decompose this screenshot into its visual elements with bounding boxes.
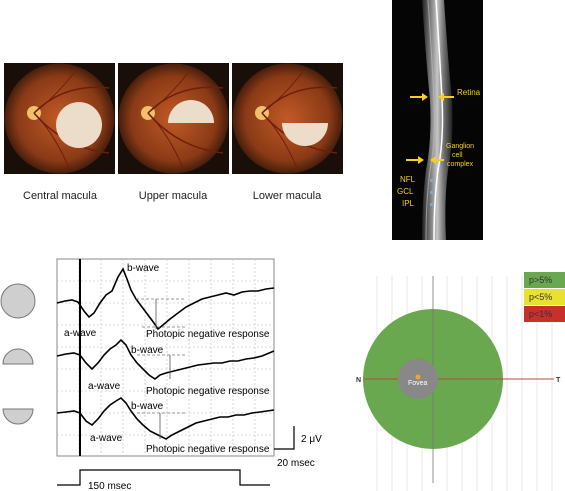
erg-trace-upper <box>56 338 275 380</box>
oct-ganglion-label-2: cell <box>452 152 463 159</box>
caption-central-macula: Central macula <box>23 190 97 202</box>
oct-gcl-label: GCL <box>397 187 414 196</box>
scale-voltage-label: 2 μV <box>301 434 322 445</box>
fundus-lower-macula <box>232 63 343 174</box>
pnr-label-1: Photopic negative response <box>146 329 270 340</box>
b-wave-label-1: b-wave <box>127 263 160 274</box>
map-n-label: N <box>356 377 361 384</box>
oct-ipl-label: IPL <box>402 199 415 208</box>
oct-retina-label: Retina <box>457 88 481 97</box>
visual-field-map: Fovea N T <box>356 276 561 491</box>
upper-stimulus-icon <box>2 348 34 365</box>
a-wave-label-3: a-wave <box>90 433 123 444</box>
b-wave-label-3: b-wave <box>131 401 164 412</box>
oct-ganglion-label-3: complex <box>447 161 474 168</box>
pnr-label-2: Photopic negative response <box>146 386 270 397</box>
oct-scan-image: Retina Ganglion cell complex NFL GCL IPL <box>392 0 483 240</box>
oct-nfl-label: NFL <box>400 175 416 184</box>
caption-upper-macula: Upper macula <box>138 190 208 202</box>
a-wave-label-1: a-wave <box>64 328 97 339</box>
erg-grid-frame <box>56 258 275 457</box>
erg-grid-lines <box>57 259 274 456</box>
fundus-upper-macula <box>118 63 229 174</box>
caption-lower-macula: Lower macula <box>252 190 322 202</box>
erg-panel: b-wave a-wave Photopic negative response… <box>0 258 322 491</box>
scale-bar <box>274 426 295 450</box>
legend-p-gt-5: p>5% <box>524 272 565 288</box>
legend-p-lt-1-label: p<1% <box>529 309 553 319</box>
scale-time-label: 20 msec <box>277 458 315 469</box>
map-t-label: T <box>556 377 561 384</box>
legend-p-lt-5: p<5% <box>524 289 565 305</box>
legend-p-lt-1: p<1% <box>524 306 565 322</box>
stimulus-timing-trace <box>57 469 270 486</box>
a-wave-label-2: a-wave <box>88 381 121 392</box>
fovea-label: Fovea <box>408 380 428 387</box>
fundus-central-macula <box>4 63 115 174</box>
legend-p-lt-5-label: p<5% <box>529 292 553 302</box>
erg-trace-lower <box>56 396 275 440</box>
b-wave-label-2: b-wave <box>131 345 164 356</box>
oct-ganglion-label-1: Ganglion <box>446 143 474 150</box>
stimulus-duration-label: 150 msec <box>88 481 131 491</box>
legend-p-gt-5-label: p>5% <box>529 275 553 285</box>
lower-stimulus-icon <box>2 408 34 425</box>
fovea-marker <box>415 374 421 380</box>
central-stimulus-icon <box>0 283 36 319</box>
erg-trace-central <box>56 267 275 331</box>
pnr-label-3: Photopic negative response <box>146 444 270 455</box>
